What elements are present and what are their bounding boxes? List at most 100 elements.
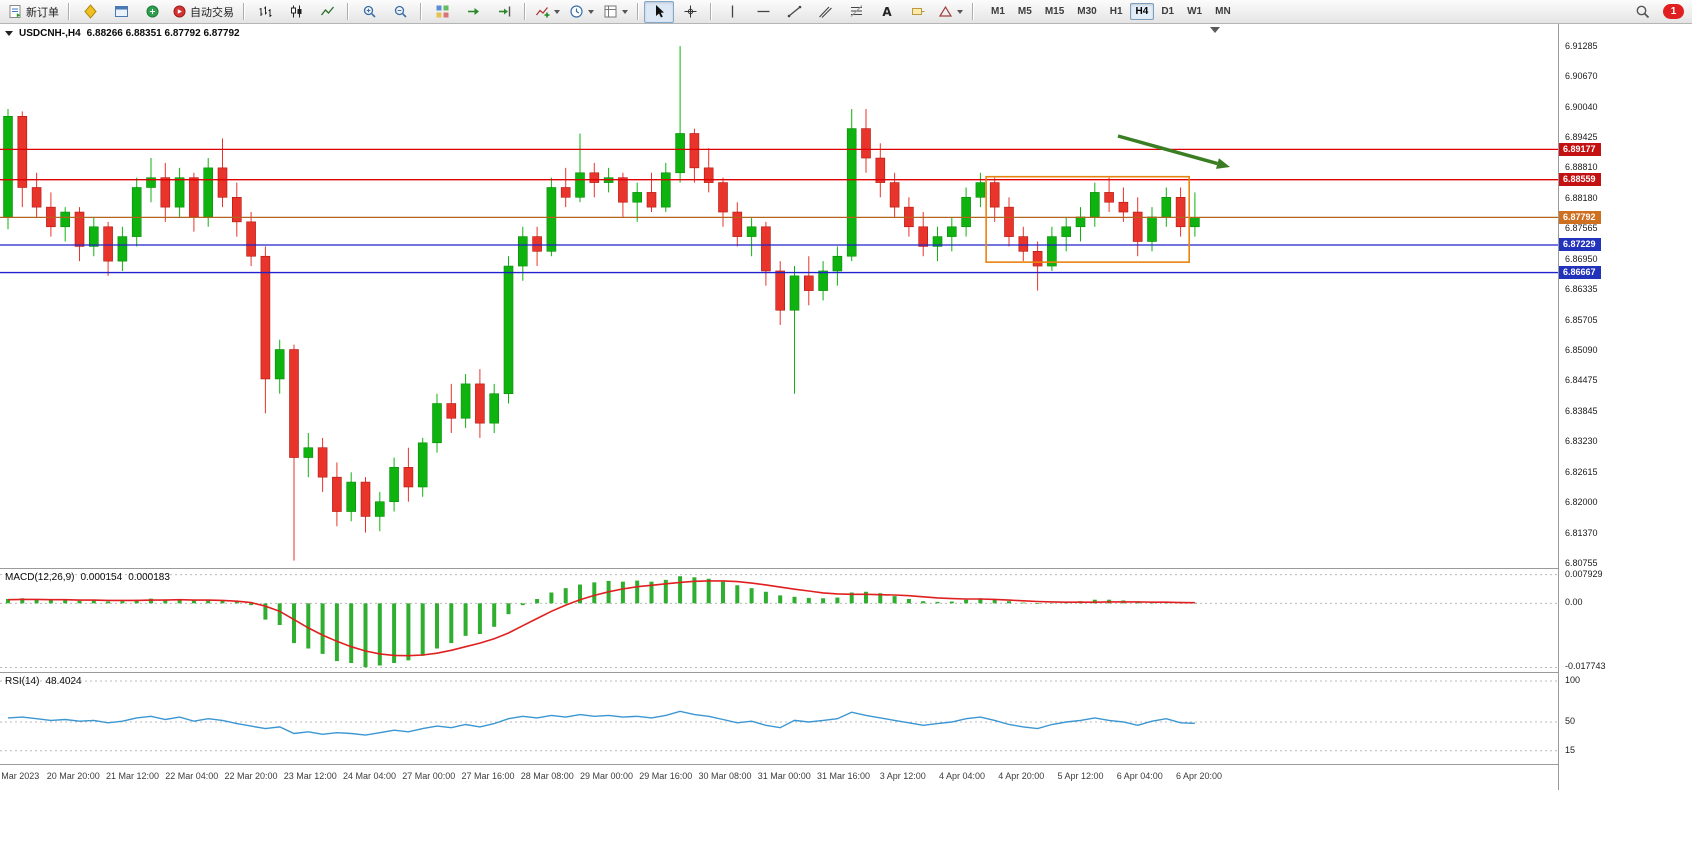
ohlc-values: 6.88266 6.88351 6.87792 6.87792 [86, 28, 240, 39]
price-level-badge: 6.87792 [1559, 210, 1601, 224]
text-button[interactable]: A [872, 1, 902, 23]
timeframe-button-d1[interactable]: D1 [1161, 6, 1175, 17]
templates-icon [604, 5, 617, 18]
time-axis-label: 21 Mar 12:00 [105, 771, 160, 781]
crosshair-button[interactable] [675, 1, 705, 23]
toolbar-separator [347, 3, 349, 20]
consolidation-box-annotation[interactable] [985, 175, 1190, 263]
market-watch-button[interactable] [75, 1, 105, 23]
rsi-chart [0, 680, 1558, 752]
price-axis-label: 6.90670 [1565, 71, 1598, 82]
time-axis-label: 30 Mar 08:00 [698, 771, 752, 781]
text-label-button[interactable] [903, 1, 933, 23]
equidistant-channel-button[interactable] [810, 1, 840, 23]
navigator-button[interactable] [137, 1, 167, 23]
time-axis-label: 23 Mar 12:00 [283, 771, 337, 781]
dropdown-caret-icon [588, 9, 594, 14]
candlestick-chart-button[interactable] [281, 1, 311, 23]
zoom-in-icon [363, 5, 376, 18]
auto-scroll-button[interactable] [458, 1, 488, 23]
toolbar-separator [972, 3, 974, 20]
new-order-button[interactable]: 新订单 [4, 1, 63, 23]
time-axis-label: 31 Mar 00:00 [757, 771, 811, 781]
indicators-button[interactable] [531, 1, 564, 23]
candlestick-chart[interactable] [0, 24, 1558, 568]
rsi-axis-label: 50 [1565, 716, 1576, 726]
rsi-axis-label: 100 [1565, 675, 1581, 685]
bar-chart-icon [259, 6, 271, 17]
equidistant-channel-icon [818, 6, 832, 18]
autotrading-icon [173, 5, 186, 18]
price-axis-label: 6.82615 [1565, 466, 1598, 477]
price-axis[interactable]: 6.91285 6.90670 6.90040 6.89425 6.88810 6.881… [1558, 24, 1692, 790]
trendline-button[interactable] [779, 1, 809, 23]
rsi-axis-label: 15 [1565, 744, 1576, 755]
time-axis-label: 6 Apr 04:00 [1116, 771, 1163, 781]
fibonacci-button[interactable] [841, 1, 871, 23]
time-axis-label: 27 Mar 00:00 [402, 771, 456, 781]
vertical-line-button[interactable] [717, 1, 747, 23]
market-watch-icon [83, 4, 97, 19]
time-axis[interactable]: 20 Mar 2023 20 Mar 20:00 21 Mar 12:00 22 Ma… [0, 764, 1558, 791]
timeframe-button-h4[interactable]: H4 [1129, 3, 1155, 20]
toolbar-separator [637, 3, 639, 20]
auto-scroll-icon [467, 8, 479, 15]
cursor-button[interactable] [644, 0, 674, 23]
search-button[interactable] [1627, 1, 1657, 23]
tile-windows-icon [436, 5, 448, 18]
chart-shift-icon [498, 6, 510, 17]
timeframe-button-m1[interactable]: M1 [991, 6, 1005, 17]
rsi-panel[interactable]: RSI(14) 48.4024 [0, 672, 1558, 764]
fibonacci-icon [850, 5, 862, 17]
symbol-period-label: USDCNH-,H4 [19, 28, 81, 39]
chart-shift-button[interactable] [489, 1, 519, 23]
price-axis-label: 6.85090 [1565, 345, 1598, 355]
data-window-button[interactable] [106, 1, 136, 23]
price-axis-label: 6.86335 [1565, 283, 1598, 294]
text-label-icon [911, 8, 924, 15]
macd-axis-label: 0.00 [1565, 597, 1583, 608]
toolbar-separator [68, 3, 70, 20]
bar-chart-button[interactable] [250, 1, 280, 23]
autotrading-button[interactable]: 自动交易 [168, 1, 238, 23]
horizontal-line-icon [757, 10, 769, 13]
timeframe-toolbar: M1 M5 M15 M30 H1 H4 D1 W1 MN [985, 3, 1237, 20]
time-axis-label: 4 Apr 04:00 [938, 771, 986, 781]
trend-arrow-annotation[interactable] [1117, 134, 1218, 166]
time-axis-label: 22 Mar 04:00 [165, 771, 219, 781]
timeframe-button-m15[interactable]: M15 [1044, 6, 1065, 17]
autotrading-label: 自动交易 [190, 5, 234, 19]
timeframe-button-m30[interactable]: M30 [1077, 6, 1097, 17]
shapes-icon [938, 5, 953, 17]
rsi-label: RSI(14) 48.4024 [5, 676, 82, 687]
macd-chart [0, 574, 1558, 668]
timeframe-button-w1[interactable]: W1 [1187, 6, 1203, 17]
arrows-button[interactable] [934, 1, 967, 23]
price-axis-label: 6.83845 [1565, 406, 1598, 417]
horizontal-line-button[interactable] [748, 1, 778, 23]
line-chart-button[interactable] [312, 1, 342, 23]
chart-expand-icon[interactable] [5, 31, 13, 36]
macd-axis-label: -0.017743 [1565, 661, 1606, 672]
chart-shift-marker-icon[interactable] [1210, 27, 1220, 33]
zoom-in-button[interactable] [354, 1, 384, 23]
chart-ohlc-header: USDCNH-,H4 6.88266 6.88351 6.87792 6.877… [5, 28, 240, 39]
crosshair-icon [684, 5, 696, 18]
notification-badge[interactable]: 1 [1663, 4, 1684, 19]
tile-windows-button[interactable] [427, 1, 457, 23]
time-axis-label: 24 Mar 04:00 [342, 771, 397, 781]
macd-panel[interactable]: MACD(12,26,9) 0.000154 0.000183 [0, 568, 1558, 672]
zoom-out-button[interactable] [385, 1, 415, 23]
time-axis-label: 4 Apr 20:00 [998, 771, 1045, 781]
timeframe-button-mn[interactable]: MN [1215, 6, 1231, 17]
periods-button[interactable] [565, 1, 598, 23]
price-level-badge: 6.86667 [1559, 266, 1601, 280]
dropdown-caret-icon [957, 9, 963, 14]
timeframe-button-h1[interactable]: H1 [1109, 6, 1123, 17]
templates-button[interactable] [599, 1, 632, 23]
dropdown-caret-icon [622, 9, 628, 14]
price-chart-panel[interactable]: USDCNH-,H4 6.88266 6.88351 6.87792 6.877… [0, 24, 1558, 568]
text-tool-icon: A [882, 4, 892, 19]
timeframe-button-m5[interactable]: M5 [1017, 6, 1032, 17]
